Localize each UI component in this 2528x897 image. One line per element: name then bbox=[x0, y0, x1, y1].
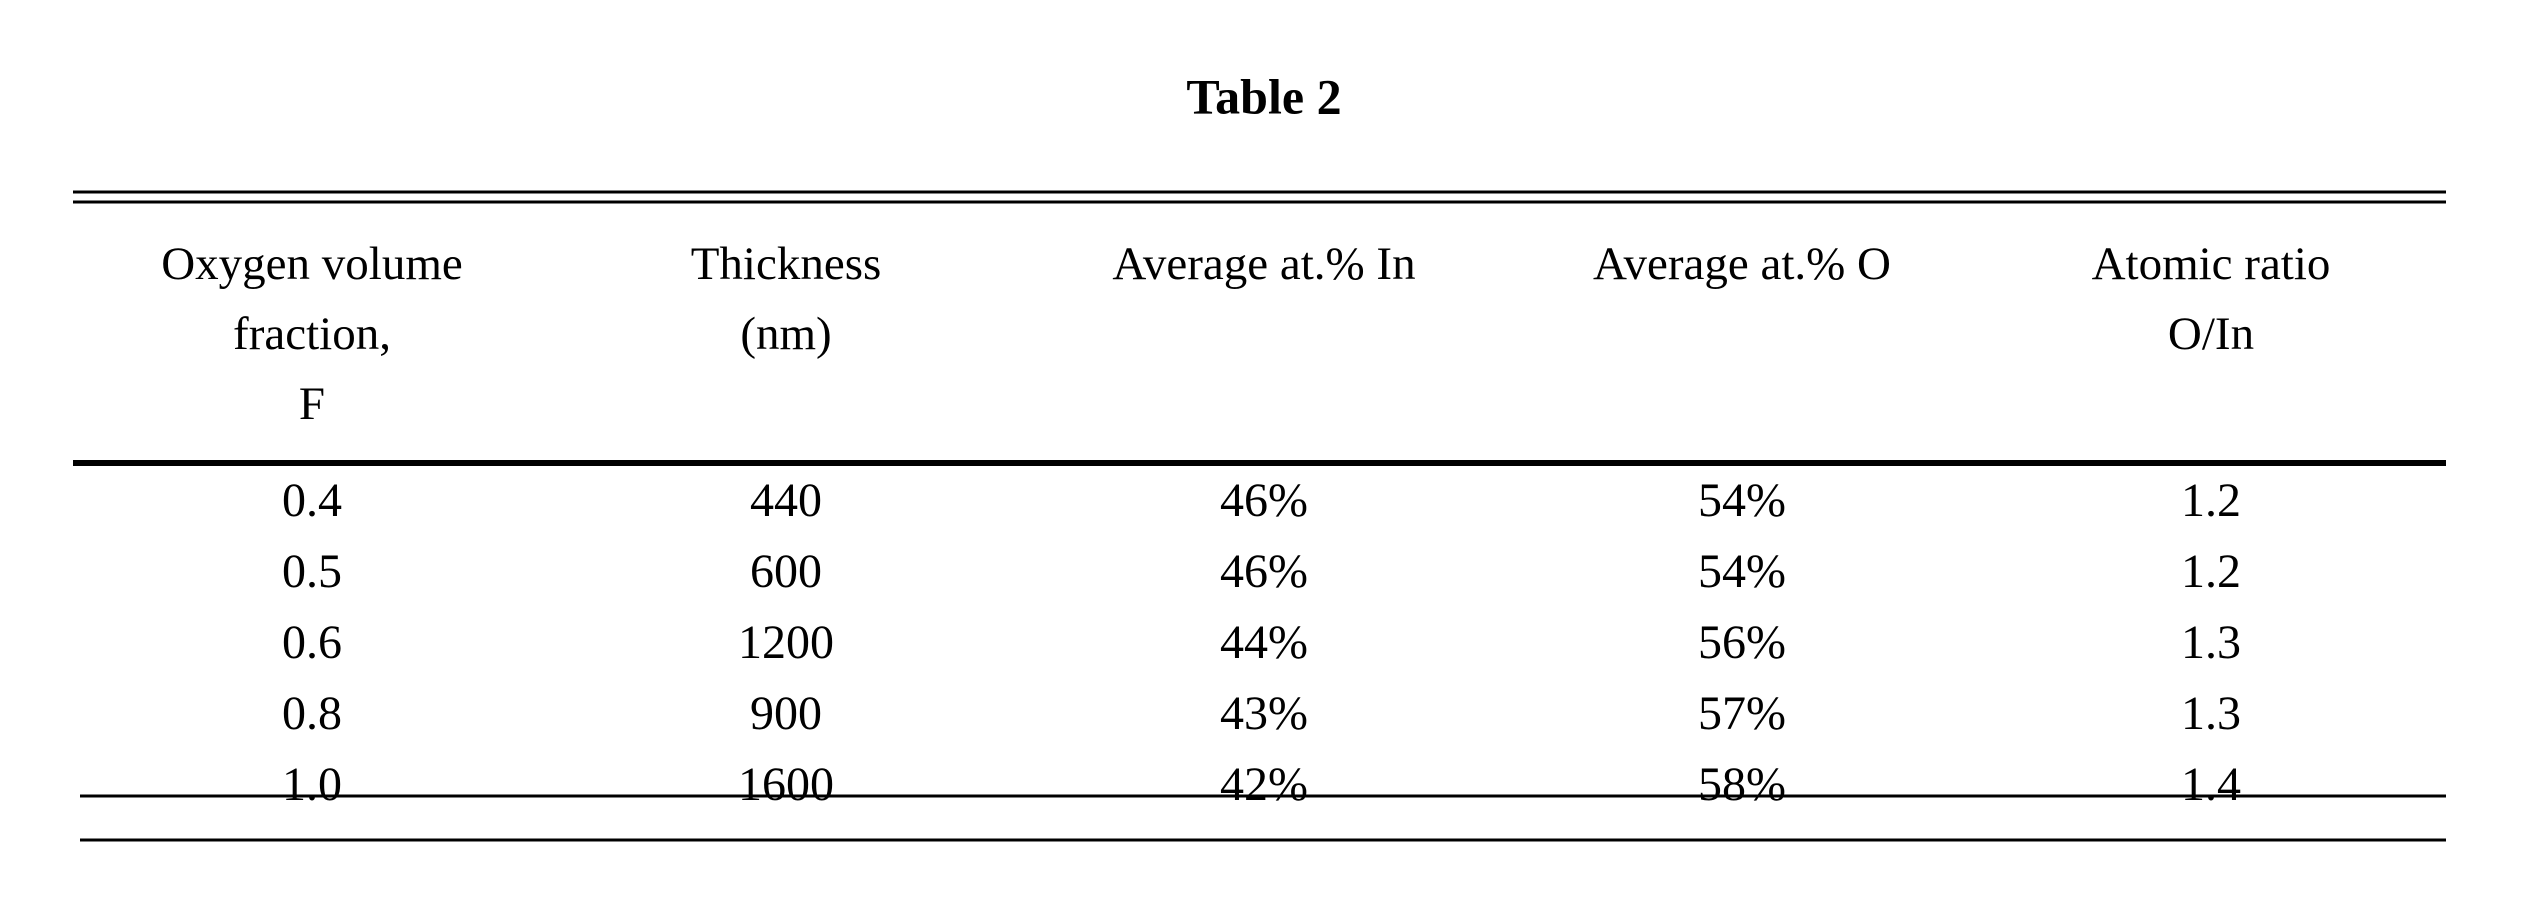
column-header: Oxygen volume bbox=[161, 238, 463, 290]
table-cell: 440 bbox=[750, 474, 822, 527]
table-cell: 1.2 bbox=[2181, 545, 2241, 598]
column-header: (nm) bbox=[740, 308, 831, 360]
column-header: O/In bbox=[2168, 308, 2254, 360]
column-header: Thickness bbox=[691, 238, 882, 290]
table-title: Table 2 bbox=[1186, 68, 1341, 124]
table-cell: 1600 bbox=[738, 758, 834, 811]
table-cell: 43% bbox=[1220, 687, 1308, 740]
table-cell: 46% bbox=[1220, 545, 1308, 598]
table-cell: 0.5 bbox=[282, 545, 342, 598]
table-cell: 600 bbox=[750, 545, 822, 598]
table-cell: 0.6 bbox=[282, 616, 342, 669]
table-cell: 58% bbox=[1698, 758, 1786, 811]
table-cell: 0.4 bbox=[282, 474, 342, 527]
table-cell: 54% bbox=[1698, 474, 1786, 527]
table-cell: 1.2 bbox=[2181, 474, 2241, 527]
table-cell: 54% bbox=[1698, 545, 1786, 598]
table-cell: 42% bbox=[1220, 758, 1308, 811]
column-header: Average at.% In bbox=[1112, 238, 1415, 290]
table-cell: 0.8 bbox=[282, 687, 342, 740]
table-cell: 900 bbox=[750, 687, 822, 740]
table-cell: 1.0 bbox=[282, 758, 342, 811]
table-cell: 1200 bbox=[738, 616, 834, 669]
table-cell: 57% bbox=[1698, 687, 1786, 740]
table-cell: 46% bbox=[1220, 474, 1308, 527]
table-cell: 1.4 bbox=[2181, 758, 2241, 811]
table-cell: 1.3 bbox=[2181, 616, 2241, 669]
table-cell: 44% bbox=[1220, 616, 1308, 669]
column-header: fraction, bbox=[233, 308, 391, 360]
column-header: F bbox=[299, 378, 325, 430]
table-cell: 56% bbox=[1698, 616, 1786, 669]
column-header: Average at.% O bbox=[1593, 238, 1891, 290]
column-header: Atomic ratio bbox=[2092, 238, 2331, 290]
table-cell: 1.3 bbox=[2181, 687, 2241, 740]
